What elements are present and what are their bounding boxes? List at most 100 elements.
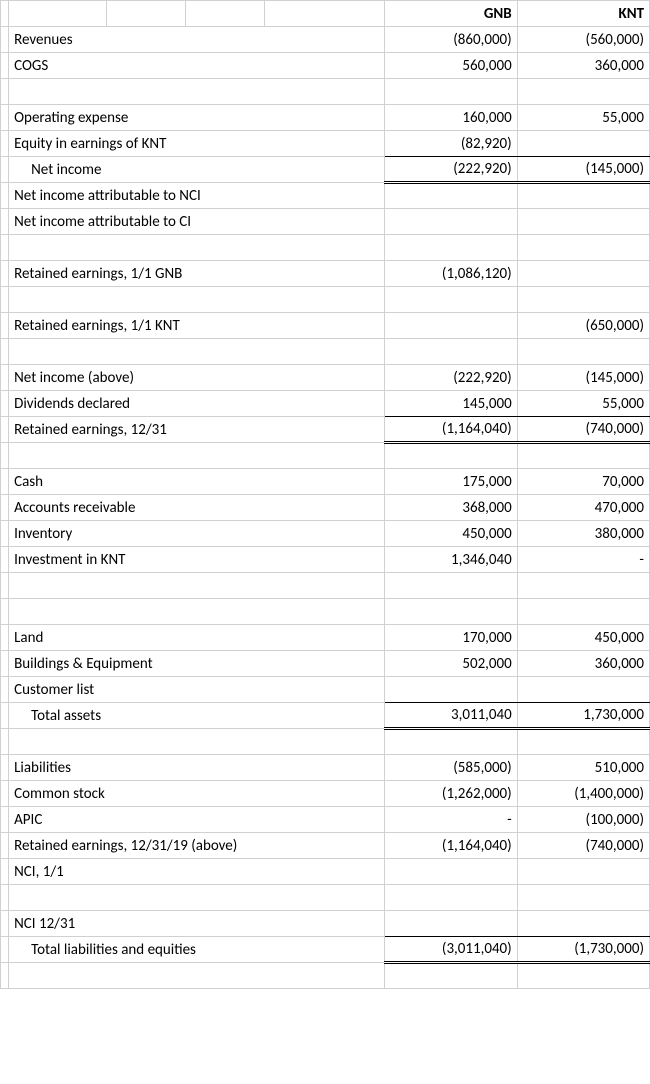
- gutter-cell: [1, 417, 9, 443]
- gutter-cell: [1, 781, 9, 807]
- cell-gnb: [385, 339, 517, 365]
- cell-gnb: [385, 287, 517, 313]
- gutter-cell: [1, 859, 9, 885]
- row-label: Customer list: [9, 677, 385, 703]
- cell-knt: 470,000: [517, 495, 649, 521]
- cell-gnb: (222,920): [385, 157, 517, 183]
- cell-gnb: [385, 313, 517, 339]
- cell-knt: (740,000): [517, 833, 649, 859]
- row-label: [9, 79, 385, 105]
- table-row: Net income (above)(222,920)(145,000): [1, 365, 650, 391]
- cell-gnb: [385, 885, 517, 911]
- row-label: [9, 729, 385, 755]
- table-row: Net income attributable to NCI: [1, 183, 650, 209]
- cell-gnb: 170,000: [385, 625, 517, 651]
- empty-cell: [265, 1, 385, 27]
- cell-gnb: -: [385, 807, 517, 833]
- gutter-cell: [1, 651, 9, 677]
- cell-gnb: [385, 235, 517, 261]
- table-row: Customer list: [1, 677, 650, 703]
- row-label: Buildings & Equipment: [9, 651, 385, 677]
- table-row: Common stock(1,262,000)(1,400,000): [1, 781, 650, 807]
- cell-gnb: 502,000: [385, 651, 517, 677]
- cell-knt: 450,000: [517, 625, 649, 651]
- cell-gnb: [385, 443, 517, 469]
- row-label: NCI, 1/1: [9, 859, 385, 885]
- empty-cell: [9, 1, 107, 27]
- spreadsheet-table[interactable]: GNBKNTRevenues(860,000)(560,000)COGS560,…: [0, 0, 650, 989]
- table-row: COGS560,000360,000: [1, 53, 650, 79]
- gutter-cell: [1, 963, 9, 989]
- cell-gnb: (1,164,040): [385, 833, 517, 859]
- row-label: Dividends declared: [9, 391, 385, 417]
- cell-knt: (1,730,000): [517, 937, 649, 963]
- gutter-cell: [1, 469, 9, 495]
- row-label: [9, 235, 385, 261]
- row-label: Total liabilities and equities: [9, 937, 385, 963]
- gutter-cell: [1, 209, 9, 235]
- cell-gnb: 3,011,040: [385, 703, 517, 729]
- gutter-cell: [1, 625, 9, 651]
- cell-knt: -: [517, 547, 649, 573]
- cell-knt: [517, 729, 649, 755]
- table-row: [1, 339, 650, 365]
- gutter-cell: [1, 313, 9, 339]
- table-row: Retained earnings, 1/1 GNB(1,086,120): [1, 261, 650, 287]
- cell-gnb: [385, 859, 517, 885]
- table-row: [1, 573, 650, 599]
- cell-gnb: [385, 677, 517, 703]
- table-row: Buildings & Equipment502,000360,000: [1, 651, 650, 677]
- table-row: [1, 443, 650, 469]
- gutter-cell: [1, 729, 9, 755]
- gutter-cell: [1, 53, 9, 79]
- cell-gnb: [385, 963, 517, 989]
- table-row: Revenues(860,000)(560,000): [1, 27, 650, 53]
- cell-knt: [517, 573, 649, 599]
- cell-knt: (1,400,000): [517, 781, 649, 807]
- table-row: Dividends declared145,00055,000: [1, 391, 650, 417]
- cell-knt: [517, 261, 649, 287]
- row-label: Equity in earnings of KNT: [9, 131, 385, 157]
- table-row: Retained earnings, 12/31(1,164,040)(740,…: [1, 417, 650, 443]
- cell-knt: [517, 859, 649, 885]
- cell-knt: [517, 885, 649, 911]
- cell-gnb: (3,011,040): [385, 937, 517, 963]
- gutter-cell: [1, 547, 9, 573]
- gutter-cell: [1, 27, 9, 53]
- row-label: Land: [9, 625, 385, 651]
- cell-knt: [517, 79, 649, 105]
- table-row: Cash175,00070,000: [1, 469, 650, 495]
- gutter-cell: [1, 495, 9, 521]
- cell-knt: (145,000): [517, 157, 649, 183]
- cell-knt: [517, 209, 649, 235]
- cell-knt: 1,730,000: [517, 703, 649, 729]
- row-label: Liabilities: [9, 755, 385, 781]
- row-label: Retained earnings, 12/31: [9, 417, 385, 443]
- gutter-cell: [1, 1, 9, 27]
- cell-gnb: (860,000): [385, 27, 517, 53]
- cell-gnb: [385, 573, 517, 599]
- cell-gnb: 160,000: [385, 105, 517, 131]
- gutter-cell: [1, 833, 9, 859]
- gutter-cell: [1, 339, 9, 365]
- cell-knt: 70,000: [517, 469, 649, 495]
- cell-gnb: 175,000: [385, 469, 517, 495]
- gutter-cell: [1, 131, 9, 157]
- gutter-cell: [1, 937, 9, 963]
- cell-gnb: (1,262,000): [385, 781, 517, 807]
- table-row: Accounts receivable368,000470,000: [1, 495, 650, 521]
- gutter-cell: [1, 443, 9, 469]
- table-row: Net income attributable to CI: [1, 209, 650, 235]
- cell-gnb: (82,920): [385, 131, 517, 157]
- gutter-cell: [1, 235, 9, 261]
- table-row: NCI, 1/1: [1, 859, 650, 885]
- gutter-cell: [1, 677, 9, 703]
- empty-cell: [106, 1, 185, 27]
- cell-knt: [517, 131, 649, 157]
- gutter-cell: [1, 755, 9, 781]
- row-label: Inventory: [9, 521, 385, 547]
- cell-gnb: (1,164,040): [385, 417, 517, 443]
- table-row: Inventory450,000380,000: [1, 521, 650, 547]
- table-row: [1, 729, 650, 755]
- cell-gnb: (1,086,120): [385, 261, 517, 287]
